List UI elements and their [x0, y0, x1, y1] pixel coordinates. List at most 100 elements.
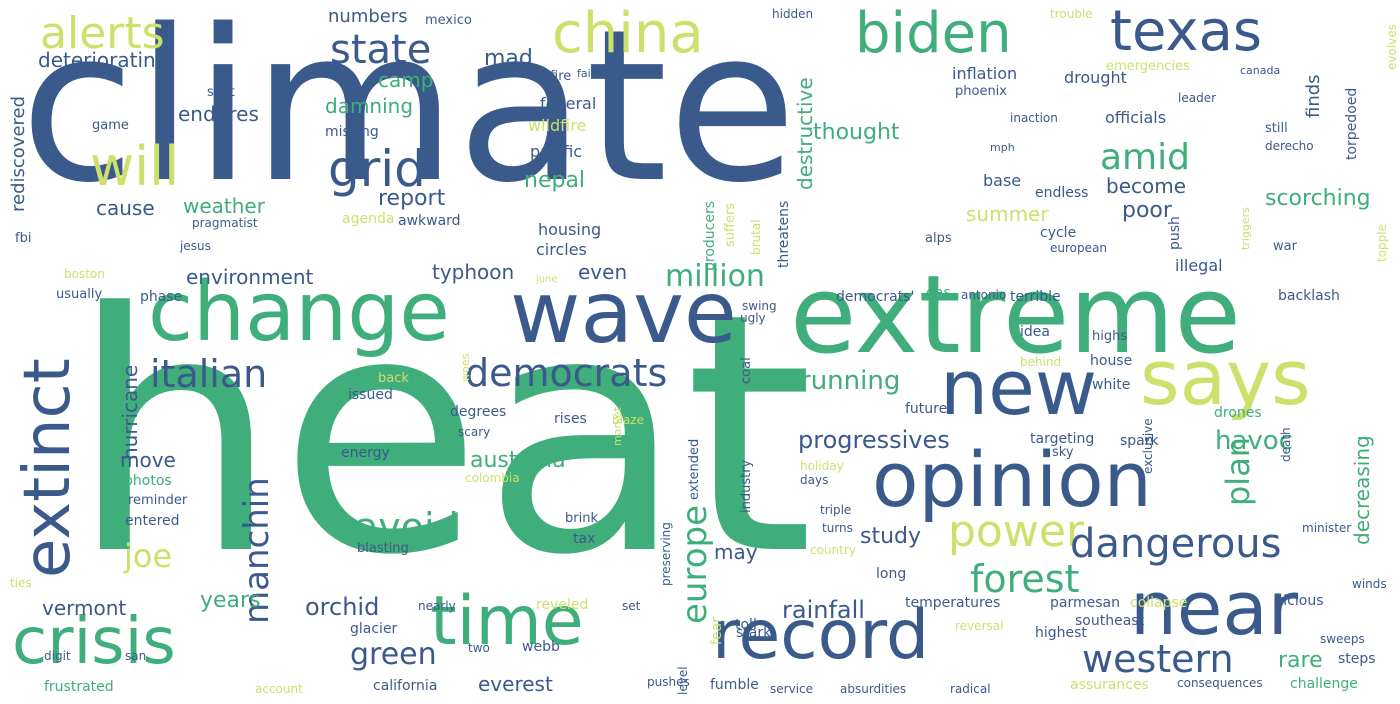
- word-europe: europe: [675, 505, 715, 624]
- word-reveled: reveled: [536, 597, 589, 613]
- word-endures: endures: [178, 102, 259, 126]
- word-turns: turns: [822, 521, 853, 535]
- word-coal: coal: [739, 357, 754, 384]
- word-million: million: [665, 259, 765, 294]
- word-new: new: [940, 343, 1098, 432]
- word-torpedoed: torpedoed: [1344, 87, 1360, 160]
- word-gas: gas: [926, 285, 951, 301]
- word-inflation: inflation: [952, 64, 1018, 83]
- word-photos: photos: [124, 473, 172, 489]
- word-sky: sky: [1052, 445, 1074, 460]
- word-progressives: progressives: [798, 426, 950, 454]
- word-drought: drought: [1064, 68, 1127, 87]
- word-green: green: [350, 637, 437, 672]
- word-scorching: scorching: [1265, 186, 1371, 211]
- word-ties: ties: [10, 576, 32, 590]
- word-summer: summer: [966, 202, 1049, 226]
- word-fire: fire: [550, 69, 572, 84]
- word-forest: forest: [970, 557, 1080, 601]
- word-war: war: [1273, 239, 1297, 254]
- word-back: back: [378, 371, 409, 386]
- word-emergencies: emergencies: [1106, 59, 1190, 74]
- word-producers: producers: [702, 200, 718, 271]
- word-thought: thought: [813, 120, 900, 145]
- word-federal: federal: [540, 94, 597, 113]
- word-missing: missing: [325, 124, 379, 140]
- word-phoenix: phoenix: [955, 84, 1007, 99]
- word-southeast: southeast: [1075, 613, 1145, 629]
- word-numbers: numbers: [328, 6, 408, 27]
- word-years: years: [200, 588, 261, 613]
- word-temperatures: temperatures: [905, 595, 1001, 611]
- word-texas: texas: [1110, 0, 1263, 64]
- word-wildfire: wildfire: [528, 116, 587, 135]
- word-state: state: [330, 27, 432, 73]
- word-service: service: [770, 682, 813, 696]
- word-threatens: threatens: [776, 200, 792, 268]
- word-issued: issued: [348, 387, 393, 403]
- word-environment: environment: [186, 265, 314, 289]
- word-triple: triple: [820, 503, 852, 517]
- word-running: running: [800, 366, 901, 396]
- word-western: western: [1082, 637, 1234, 681]
- word-rediscovered: rediscovered: [8, 95, 29, 212]
- word-parmesan: parmesan: [1050, 595, 1120, 611]
- word-china: china: [552, 1, 704, 66]
- word-wave: wave: [510, 263, 737, 363]
- word-joe: joe: [124, 537, 173, 575]
- word-seat: seat: [207, 85, 235, 100]
- word-says: says: [1140, 333, 1311, 422]
- word-australia: australia: [470, 448, 566, 473]
- word-alps: alps: [925, 231, 952, 246]
- word-rare: rare: [1278, 648, 1323, 673]
- word-white: white: [1092, 377, 1131, 393]
- word-targeting: targeting: [1030, 431, 1095, 447]
- word-drones: drones: [1214, 405, 1262, 421]
- word-two: two: [468, 641, 490, 655]
- word-dangerous: dangerous: [1070, 521, 1282, 567]
- word-reversal: reversal: [955, 619, 1004, 633]
- word-frustrated: frustrated: [44, 679, 114, 695]
- word-may: may: [714, 540, 758, 564]
- word-grid: grid: [328, 140, 426, 198]
- word-highs: highs: [1092, 329, 1128, 344]
- word-sweeps: sweeps: [1320, 632, 1365, 646]
- word-officials: officials: [1105, 108, 1167, 127]
- word-triggers: triggers: [1239, 207, 1252, 250]
- word-jesus: jesus: [180, 239, 211, 253]
- word-mph: mph: [990, 141, 1015, 154]
- word-account: account: [255, 682, 303, 696]
- word-cause: cause: [96, 196, 155, 220]
- word-even: even: [578, 260, 628, 284]
- word-avoid: avoid: [355, 505, 459, 549]
- word-damning: damning: [325, 94, 414, 118]
- word-inaction: inaction: [1010, 111, 1058, 125]
- word-california: california: [373, 678, 438, 694]
- word-become: become: [1106, 174, 1187, 198]
- word-european: european: [1050, 241, 1107, 255]
- word-brink: brink: [565, 511, 598, 526]
- word-steps: steps: [1338, 651, 1376, 667]
- word-behind: behind: [1020, 355, 1062, 369]
- word-pacific: pacific: [530, 142, 583, 161]
- word-highest: highest: [1035, 625, 1087, 641]
- word-boston: boston: [64, 267, 105, 281]
- word-blasting: blasting: [357, 541, 409, 556]
- word-week: week: [714, 365, 729, 400]
- word-change: change: [148, 265, 450, 360]
- word-level: level: [676, 666, 690, 695]
- word-democrats: democrats: [465, 351, 668, 395]
- word-endless: endless: [1035, 185, 1089, 201]
- word-will: will: [90, 135, 180, 198]
- word-industry: industry: [739, 459, 754, 513]
- word-energy: energy: [341, 445, 390, 461]
- word-rainfall: rainfall: [782, 596, 865, 624]
- word-agenda: agenda: [342, 211, 395, 227]
- word-illegal: illegal: [1175, 256, 1223, 275]
- word-terrible: terrible: [1010, 289, 1061, 305]
- word-mexico: mexico: [425, 13, 472, 28]
- word-consequences: consequences: [1177, 676, 1263, 690]
- word-backlash: backlash: [1278, 288, 1340, 304]
- word-vicious: vicious: [1275, 593, 1324, 609]
- word-long: long: [876, 566, 907, 582]
